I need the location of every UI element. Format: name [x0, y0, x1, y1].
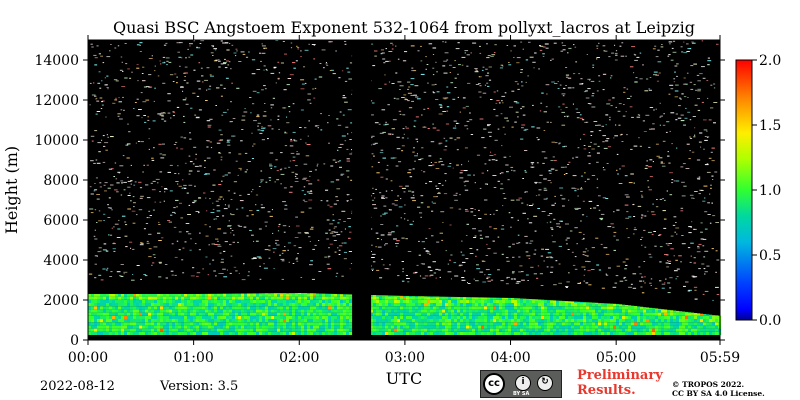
x-axis-label: UTC — [386, 369, 422, 388]
preliminary-line-1: Preliminary — [577, 368, 663, 383]
colorbar-ticks: 0.0 0.5 1.0 1.5 2.0 — [752, 53, 781, 329]
x-axis: 00:00 01:00 02:00 03:00 04:00 05:00 05:59 — [68, 35, 740, 366]
date-label: 2022-08-12 — [40, 379, 115, 394]
y-axis: 0 2000 4000 6000 8000 10000 12000 14000 — [34, 53, 725, 349]
y-tick-label: 0 — [70, 333, 79, 349]
preliminary-notice: Preliminary Results. — [577, 368, 663, 398]
y-tick-label: 14000 — [34, 53, 79, 69]
y-axis-label: Height (m) — [2, 146, 21, 234]
y-tick-label: 2000 — [43, 293, 79, 309]
y-tick-label: 10000 — [34, 133, 79, 149]
colorbar-tick-label: 2.0 — [759, 53, 781, 69]
y-tick-label: 8000 — [43, 173, 79, 189]
license-badge-text: BY SA — [513, 391, 530, 397]
colorbar-tick-label: 0.5 — [759, 248, 781, 264]
plot-frame — [87, 39, 721, 341]
colorbar-tick-label: 1.0 — [759, 183, 781, 199]
x-tick-label: 02:00 — [279, 350, 319, 366]
data-gap — [352, 40, 372, 340]
x-tick-label: 03:00 — [385, 350, 425, 366]
share-alike-icon: ↻ — [537, 375, 553, 391]
colorbar-bar — [735, 59, 753, 321]
x-tick-label: 05:00 — [596, 350, 636, 366]
preliminary-line-2: Results. — [577, 383, 636, 398]
copyright-notice: © TROPOS 2022. CC BY SA 4.0 License. — [672, 380, 765, 398]
copyright-line-1: © TROPOS 2022. — [672, 380, 745, 389]
attribution-icon: i — [515, 375, 531, 391]
cc-license-badge[interactable]: cc i ↻ BY SA — [480, 370, 562, 398]
version-label: Version: 3.5 — [160, 379, 239, 394]
y-tick-label: 12000 — [34, 93, 79, 109]
x-tick-label: 04:00 — [490, 350, 530, 366]
colorbar: 0.0 0.5 1.0 1.5 2.0 — [735, 53, 781, 329]
noise-layer — [88, 40, 720, 301]
aerosol-layer — [88, 293, 722, 335]
y-tick-label: 4000 — [43, 253, 79, 269]
y-tick-label: 6000 — [43, 213, 79, 229]
colorbar-tick-label: 0.0 — [759, 313, 781, 329]
plot-background — [88, 40, 720, 340]
x-tick-label: 00:00 — [68, 350, 108, 366]
cc-icon: cc — [483, 373, 505, 395]
copyright-line-2: CC BY SA 4.0 License. — [672, 389, 765, 398]
plot-area — [87, 39, 722, 341]
colorbar-tick-label: 1.5 — [759, 118, 781, 134]
x-tick-label: 01:00 — [173, 350, 213, 366]
x-tick-label: 05:59 — [700, 350, 740, 366]
chart-title: Quasi BSC Angstoem Exponent 532-1064 fro… — [113, 18, 695, 37]
